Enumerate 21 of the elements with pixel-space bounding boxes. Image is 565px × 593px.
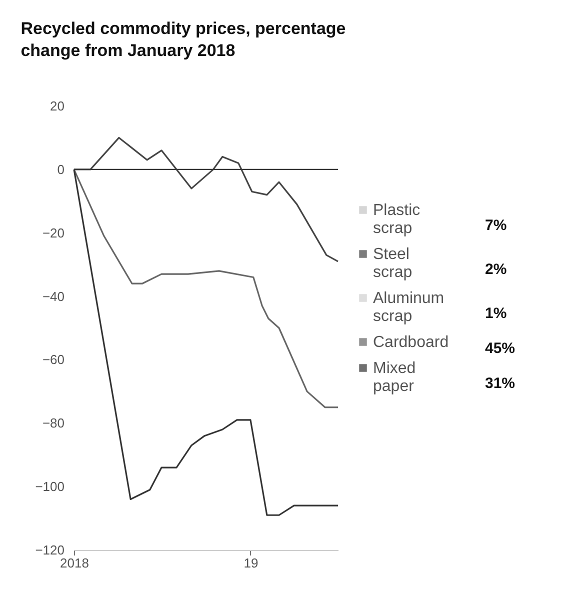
y-tick-label: −40 <box>42 288 64 304</box>
x-tick-label: 2018 <box>60 556 89 570</box>
legend-label: Plastic scrap <box>373 202 420 237</box>
text: 7% <box>485 217 507 234</box>
y-tick-label: −20 <box>42 225 64 240</box>
legend-label: Aluminum scrap <box>373 290 444 325</box>
text: 2% <box>485 261 507 278</box>
y-tick-label: −80 <box>42 416 64 431</box>
y-tick-label: −100 <box>35 479 64 494</box>
y-tick-label: 20 <box>50 98 64 114</box>
y-tick-label: −60 <box>42 352 64 368</box>
text: 31% <box>485 375 516 392</box>
y-tick-label: −120 <box>35 542 64 558</box>
x-tick-label: 19 <box>244 556 258 570</box>
text: 1% <box>485 305 507 322</box>
legend-label: Mixed paper <box>373 360 416 395</box>
chart-title: Recycled commodity prices, percentage change from January 2018 <box>20 19 346 60</box>
legend-label: Steel scrap <box>373 246 412 281</box>
text: 45% <box>485 340 516 357</box>
y-tick-label: 0 <box>57 162 64 177</box>
legend-label: Cardboard <box>373 334 449 351</box>
